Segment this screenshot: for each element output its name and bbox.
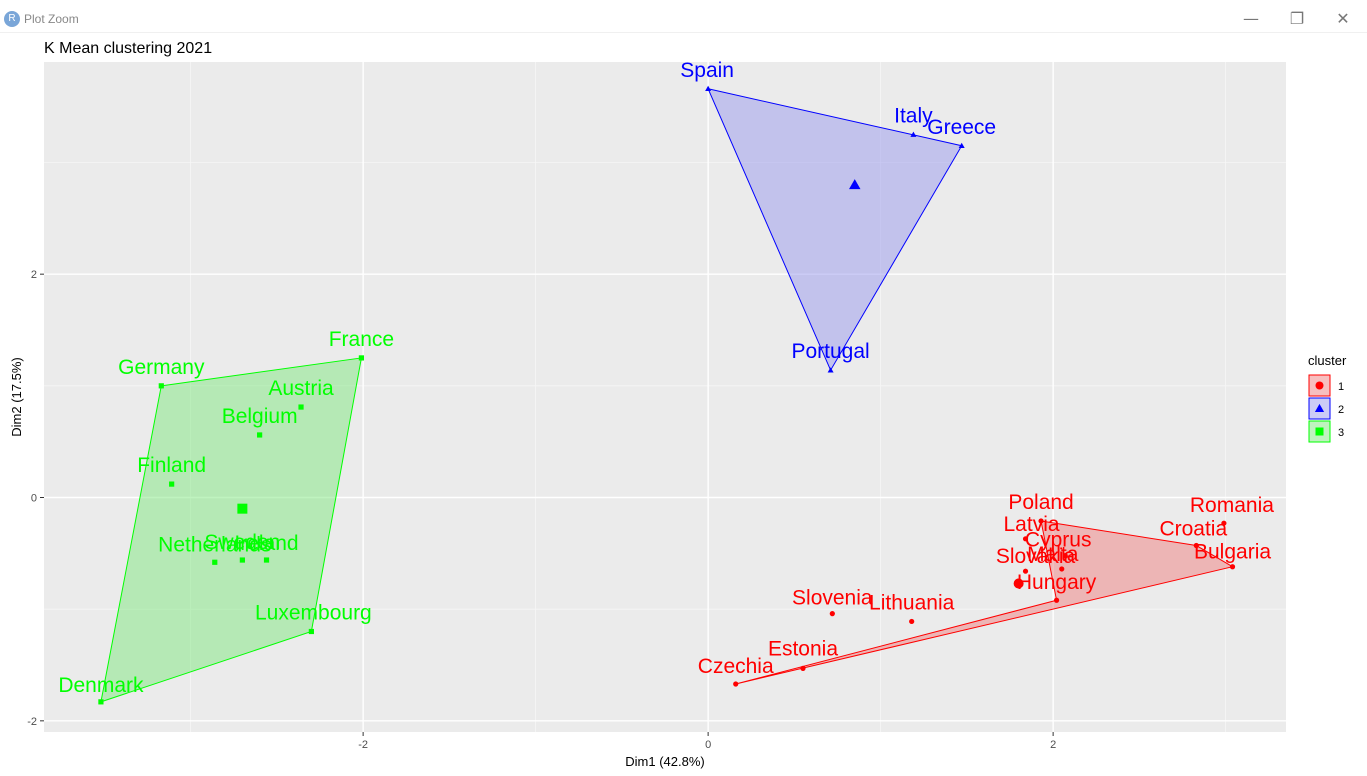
label-france: France [329,328,394,351]
maximize-button[interactable]: ❐ [1289,9,1305,28]
label-slovakia: Slovakia [996,545,1076,568]
point-slovakia [1022,568,1029,574]
label-austria: Austria [268,377,334,400]
x-axis-title: Dim1 (42.8%) [625,754,704,769]
point-denmark [98,699,104,705]
close-button[interactable]: ✕ [1336,9,1350,28]
point-greece [958,142,965,148]
legend-marker-2 [1314,403,1325,412]
label-spain: Spain [680,59,734,82]
point-poland [1038,518,1044,524]
point-lithuania [909,618,915,625]
label-slovenia: Slovenia [792,587,873,610]
label-cyprus: Cyprus [1025,529,1092,552]
cluster-1-hull [735,520,1234,685]
label-denmark: Denmark [58,674,144,697]
x-tick-label: 0 [705,739,711,751]
label-finland: Finland [137,454,206,477]
legend: cluster 1 2 3 [1308,353,1347,443]
label-malta: Malta [1027,543,1079,566]
legend-label-1: 1 [1338,381,1344,393]
label-lithuania: Lithuania [869,591,955,614]
label-romania: Romania [1190,494,1274,517]
point-finland [169,481,175,487]
label-czechia: Czechia [698,655,774,678]
label-ireland: Ireland [234,532,298,555]
label-sweden: Sweden [204,531,280,554]
point-germany [158,383,164,389]
point-ireland [263,557,270,563]
y-tick-label: 0 [31,493,37,505]
label-portugal: Portugal [791,340,869,363]
legend-marker-3 [1315,427,1324,436]
y-axis-title: Dim2 (17.5%) [9,357,24,436]
label-italy: Italy [894,105,933,128]
cluster-2-centroid [849,179,861,190]
legend-title: cluster [1308,353,1347,368]
point-romania [1221,520,1227,526]
y-tick-label: -2 [27,716,37,728]
legend-marker-1 [1315,381,1324,390]
window-titlebar: R Plot Zoom — ❐ ✕ [0,8,1367,33]
point-belgium [257,432,263,438]
legend-label-3: 3 [1338,427,1344,439]
point-luxembourg [308,628,314,635]
point-cyprus [1062,552,1068,559]
x-tick-label: -2 [358,739,368,751]
window-title: Plot Zoom [24,12,79,26]
label-hungary: Hungary [1017,571,1097,594]
data-points [98,85,1236,705]
point-hungary [1053,597,1060,603]
cluster-1-centroid [1013,578,1024,589]
minimize-button[interactable]: — [1243,9,1259,28]
point-netherlands [212,559,218,565]
label-luxembourg: Luxembourg [255,602,372,625]
label-croatia: Croatia [1159,518,1227,541]
legend-label-2: 2 [1338,404,1344,416]
label-germany: Germany [118,356,205,379]
point-estonia [800,665,806,671]
label-netherlands: Netherlands [158,533,271,556]
point-latvia [1022,536,1029,542]
label-latvia: Latvia [1004,513,1060,536]
chart-title: K Mean clustering 2021 [44,40,212,57]
point-bulgaria [1229,564,1236,570]
point-sweden [239,557,245,563]
point-austria [298,404,304,410]
point-france [358,355,364,361]
axes: -2 0 2 -2 0 2 [27,269,1056,751]
point-portugal [827,367,834,373]
point-italy [910,131,917,137]
r-logo-icon: R [4,11,20,27]
label-belgium: Belgium [222,405,298,428]
cluster-hulls [100,88,1234,703]
point-malta [1059,566,1065,572]
cluster-2-hull [707,88,963,372]
x-tick-label: 2 [1050,739,1056,751]
label-greece: Greece [927,116,996,139]
point-spain [705,85,712,92]
point-czechia [733,681,739,687]
label-bulgaria: Bulgaria [1194,541,1271,564]
point-croatia [1193,542,1199,549]
y-tick-label: 2 [31,269,37,281]
label-poland: Poland [1008,491,1073,514]
point-slovenia [829,611,835,617]
cluster-3-centroid [237,503,248,514]
label-estonia: Estonia [768,637,838,660]
